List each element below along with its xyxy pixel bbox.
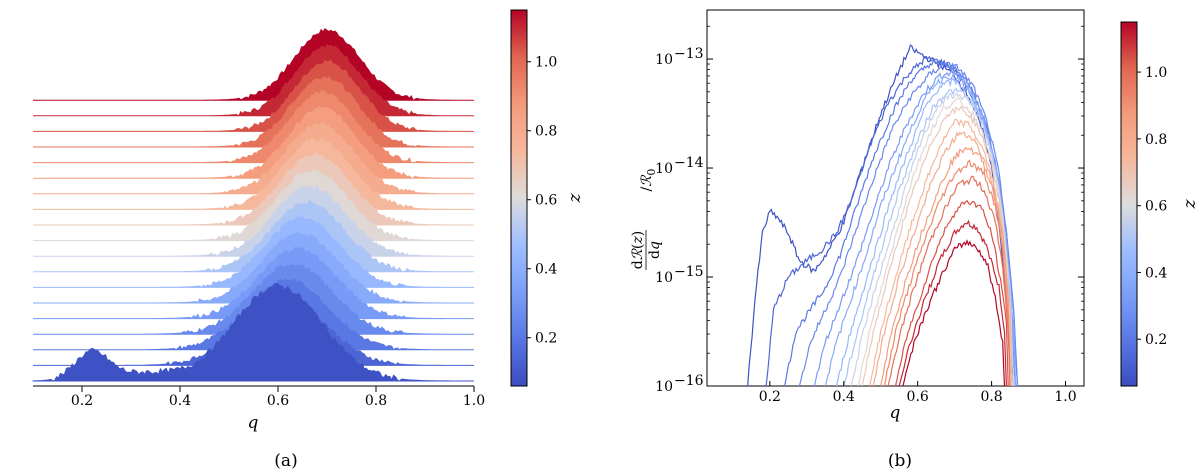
ridge-series-z0.98 (33, 76, 474, 148)
ridge-series-z0.32 (33, 246, 474, 320)
ridgeline-panel: 0.2 0.4 0.6 0.8 1.0 q (a) (32, 27, 485, 471)
x-axis-label-a: q (248, 413, 259, 433)
x-tick-label-a: 0.8 (365, 393, 387, 409)
y-tick-label-b: 10 (655, 52, 673, 68)
line-series-z0.68 (861, 105, 1013, 387)
line-series-z0.8 (872, 131, 1011, 387)
ridge-series-z0.5 (33, 199, 474, 273)
colorbar-a-label: z (566, 193, 586, 204)
ridge-series-z0.92 (33, 90, 474, 164)
x-tick-label-a: 1.0 (463, 393, 485, 409)
colorbar-tick-label: 0.6 (1145, 199, 1167, 215)
x-tick-label-b: 0.4 (833, 389, 855, 405)
ridge-series-z1.15 (33, 27, 474, 101)
line-series-z0.74 (869, 118, 1013, 387)
x-tick-label-a: 0.6 (267, 393, 289, 409)
colorbar-tick-label: 0.2 (1145, 332, 1167, 348)
svg-text:dℛ(z): dℛ(z) (630, 231, 646, 269)
ridge-series-z0.62 (33, 168, 474, 242)
colorbar-b-ticks: 0.2 0.4 0.6 0.8 1.0 (1137, 65, 1167, 348)
y-tick-exponent-b: −15 (674, 264, 704, 280)
x-axis-a: 0.2 0.4 0.6 0.8 1.0 (33, 385, 485, 409)
colorbar-tick-label: 0.6 (535, 193, 557, 209)
line-series-z0.56 (850, 91, 1015, 387)
caption-b: (b) (888, 451, 912, 471)
ridge-series-z0.86 (33, 106, 474, 179)
line-series-z1.1 (898, 219, 1007, 387)
line-series-z1.04 (894, 199, 1009, 387)
x-tick-label-b: 0.6 (907, 389, 929, 405)
line-series-z0.98 (887, 175, 1011, 387)
colorbar-b-gradient (1120, 21, 1138, 387)
colorbar-tick-label: 1.0 (1145, 65, 1167, 81)
y-tick-exponent-b: −13 (674, 46, 704, 62)
colorbar-b: 0.2 0.4 0.6 0.8 1.0 z (1120, 21, 1200, 387)
y-tick-label-b: 10 (655, 379, 673, 395)
colorbar-a: 0.2 0.4 0.6 0.8 1.0 z (510, 9, 586, 387)
x-tick-label-b: 1.0 (1054, 389, 1076, 405)
ridge-series-z0.56 (33, 185, 474, 257)
colorbar-tick-label: 0.8 (1145, 132, 1167, 148)
x-tick-label-a: 0.2 (71, 393, 93, 409)
y-tick-exponent-b: −14 (674, 155, 704, 171)
y-tick-label-b: 10 (655, 270, 673, 286)
ridgeline-series-group (32, 27, 474, 382)
svg-text:/ℛ0: /ℛ0 (639, 169, 658, 192)
ridge-series-z0.8 (33, 121, 474, 195)
colorbar-a-gradient (510, 9, 528, 387)
line-series-z1.15 (902, 239, 1006, 387)
ridge-series-z1.1 (33, 43, 474, 117)
colorbar-tick-label: 0.4 (1145, 265, 1167, 281)
line-series-z0.86 (880, 146, 1011, 387)
ridge-series-z0.08 (32, 282, 474, 382)
x-tick-label-b: 0.8 (980, 389, 1002, 405)
colorbar-tick-label: 0.2 (535, 331, 557, 347)
y-tick-label-b: 10 (655, 161, 673, 177)
line-series-z0.92 (883, 159, 1011, 387)
colorbar-b-label: z (1181, 199, 1200, 210)
line-series-z0.38 (824, 72, 1017, 387)
x-axis-label-b: q (890, 403, 901, 423)
y-tick-exponent-b: −16 (674, 373, 704, 389)
colorbar-a-ticks: 0.2 0.4 0.6 0.8 1.0 (527, 55, 557, 347)
x-tick-label-a: 0.4 (169, 393, 191, 409)
colorbar-tick-label: 1.0 (535, 55, 557, 71)
ridge-series-z0.68 (33, 152, 474, 226)
y-axis-label-b: dℛ(z) dq /ℛ0 (630, 169, 663, 270)
caption-a: (a) (274, 451, 297, 471)
line-series-z0.62 (857, 97, 1013, 387)
line-series-group (747, 44, 1019, 387)
line-series-z0.26 (798, 62, 1019, 387)
colorbar-tick-label: 0.4 (535, 262, 557, 278)
svg-text:dq: dq (647, 241, 663, 259)
line-series-z0.08 (747, 44, 1015, 387)
x-tick-label-b: 0.2 (759, 389, 781, 405)
colorbar-tick-label: 0.8 (535, 124, 557, 140)
ridge-series-z0.74 (33, 137, 474, 210)
